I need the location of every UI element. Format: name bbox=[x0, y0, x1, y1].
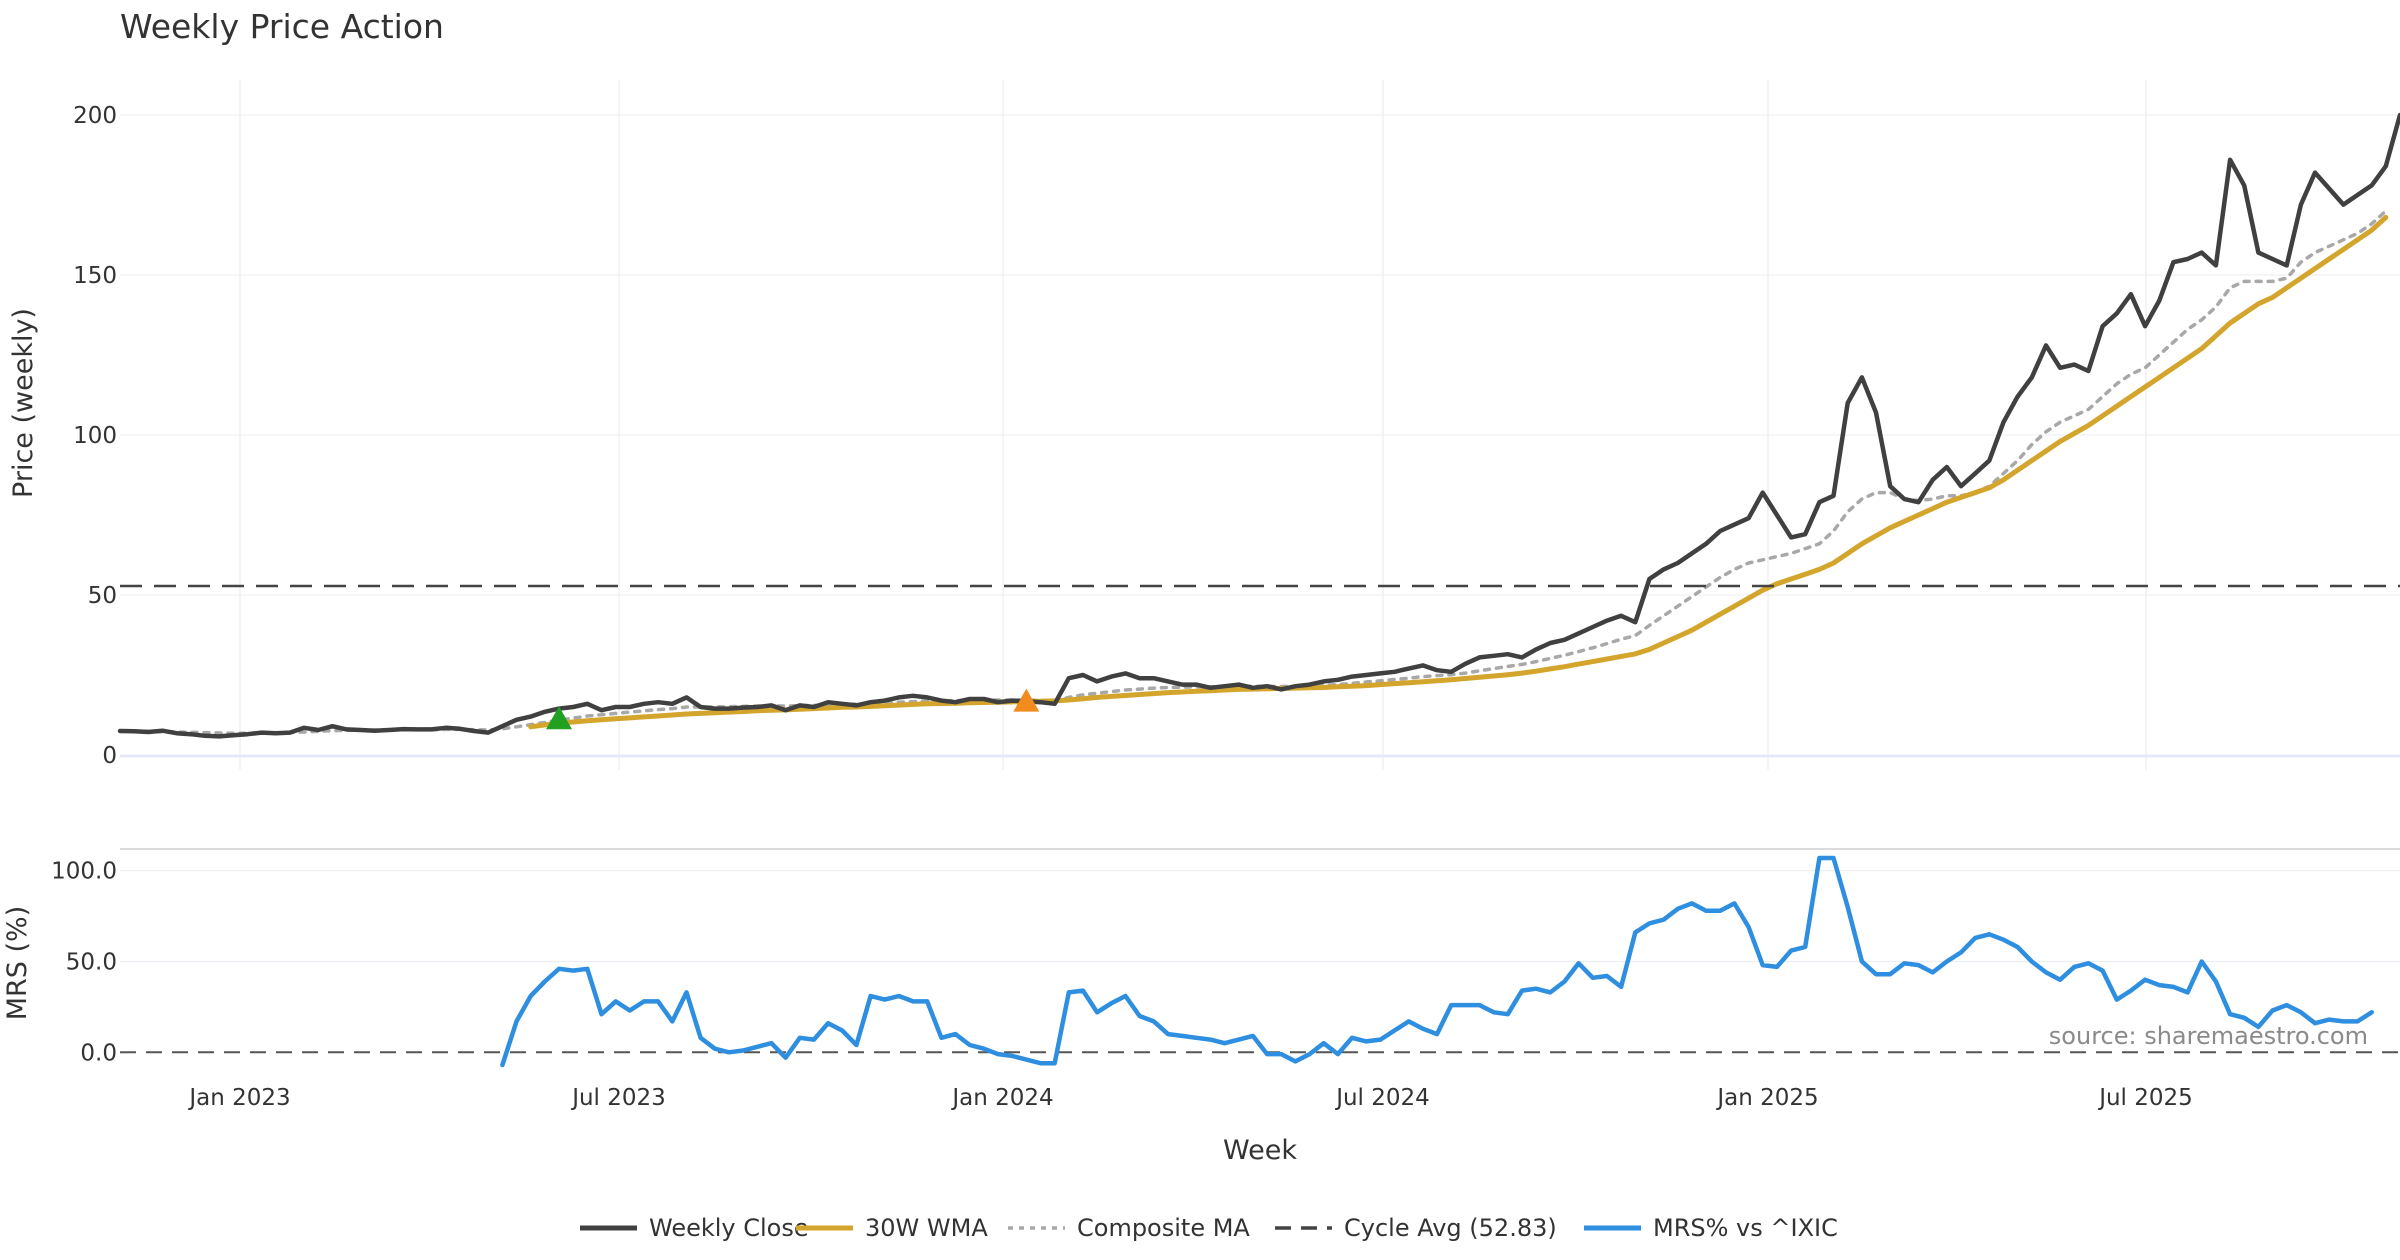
legend-item: MRS% vs ^IXIC bbox=[1584, 1214, 1838, 1242]
legend-item: Cycle Avg (52.83) bbox=[1275, 1214, 1557, 1242]
x-tick-label: Jan 2025 bbox=[1715, 1085, 1818, 1111]
series-line-30w-wma bbox=[528, 214, 2389, 730]
price-y-tick-label: 100 bbox=[73, 423, 117, 449]
axes-labels: 0 50 100 150 200 0.0 50.0 100.0 Jan 2023 Jul 2023… bbox=[51, 103, 2193, 1111]
price-y-tick-label: 200 bbox=[73, 103, 117, 129]
legend-label: 30W WMA bbox=[865, 1214, 988, 1242]
price-y-tick-label: 50 bbox=[88, 583, 117, 609]
price-y-tick-label: 150 bbox=[73, 263, 117, 289]
legend-label: Composite MA bbox=[1077, 1214, 1250, 1242]
mrs-panel-grid bbox=[120, 848, 2400, 1054]
mrs-y-tick-label: 50.0 bbox=[66, 950, 117, 976]
legend-label: Cycle Avg (52.83) bbox=[1344, 1214, 1557, 1242]
signal-marker bbox=[1013, 688, 1040, 712]
price-y-tick-label: 0 bbox=[102, 743, 117, 769]
chart-title: Weekly Price Action bbox=[120, 7, 444, 46]
mrs-y-axis-title: MRS (%) bbox=[2, 906, 33, 1021]
x-tick-label: Jul 2025 bbox=[2097, 1085, 2193, 1111]
mrs-y-tick-label: 0.0 bbox=[80, 1040, 117, 1066]
buy-signal-marker bbox=[546, 706, 573, 730]
legend-label: Weekly Close bbox=[649, 1214, 809, 1242]
x-tick-label: Jul 2023 bbox=[570, 1085, 666, 1111]
price-y-axis-title: Price (weekly) bbox=[8, 308, 39, 498]
mrs-panel-series bbox=[500, 855, 2374, 1068]
price-panel-grid bbox=[120, 80, 2400, 770]
legend-label: MRS% vs ^IXIC bbox=[1653, 1214, 1838, 1242]
x-tick-label: Jan 2023 bbox=[187, 1085, 290, 1111]
x-tick-label: Jan 2024 bbox=[950, 1085, 1053, 1111]
x-tick-label: Jul 2024 bbox=[1334, 1085, 1430, 1111]
legend-item: 30W WMA bbox=[796, 1214, 988, 1242]
mrs-y-tick-label: 100.0 bbox=[51, 859, 117, 885]
x-axis-title: Week bbox=[1223, 1135, 1297, 1166]
price-panel-series bbox=[117, 112, 2400, 739]
legend-item: Composite MA bbox=[1008, 1214, 1250, 1242]
series-line-weekly-close bbox=[117, 112, 2400, 739]
source-note: source: sharemaestro.com bbox=[2049, 1022, 2368, 1050]
series-line-composite-ma bbox=[118, 209, 2388, 735]
series-line-mrs bbox=[500, 855, 2374, 1068]
legend: Weekly Close 30W WMA Composite MA Cycle Avg… bbox=[580, 1214, 1838, 1242]
legend-item: Weekly Close bbox=[580, 1214, 809, 1242]
